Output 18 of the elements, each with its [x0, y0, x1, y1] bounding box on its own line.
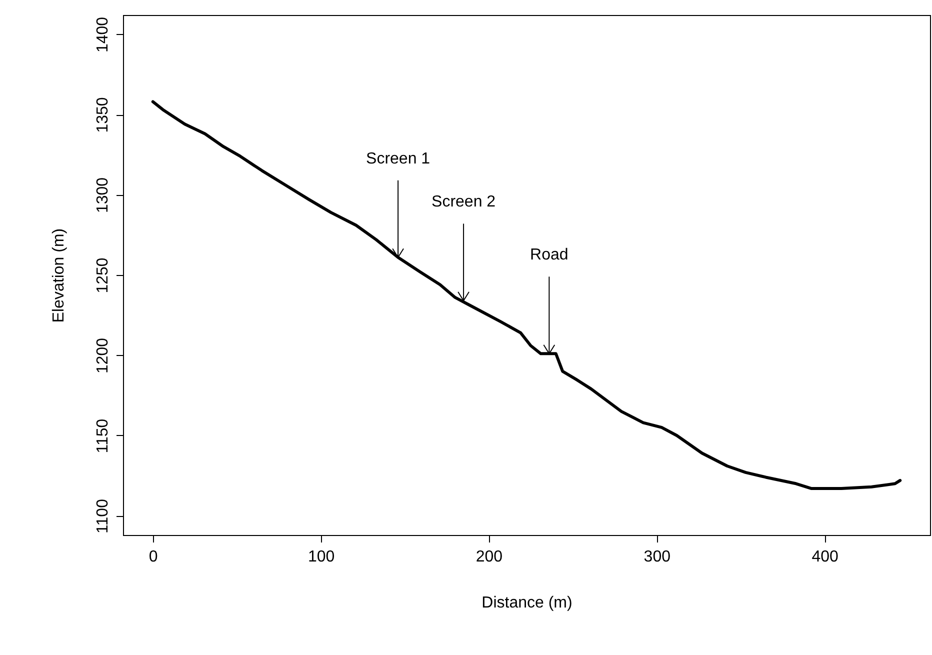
annotation: Screen 1 — [366, 150, 430, 168]
y-tick-label: 1300 — [94, 177, 112, 214]
x-tick-label: 0 — [148, 548, 158, 566]
x-tick-label: 400 — [812, 548, 838, 566]
x-axis-title: Distance (m) — [482, 594, 572, 612]
y-axis-title: Elevation (m) — [50, 228, 68, 323]
y-tick-label: 1100 — [94, 498, 112, 534]
y-tick-label: 1350 — [94, 97, 112, 133]
annotation: Screen 2 — [432, 194, 496, 211]
y-tick-label: 1250 — [94, 258, 112, 294]
annotation: Road — [530, 246, 568, 264]
y-tick-label: 1200 — [94, 338, 112, 374]
y-tick-label: 1150 — [94, 418, 112, 454]
x-tick-label: 200 — [476, 548, 503, 566]
x-tick-label: 300 — [644, 548, 671, 566]
line-series — [151, 100, 902, 490]
x-tick-label: 100 — [308, 548, 335, 566]
y-tick-label: 1400 — [94, 16, 112, 53]
